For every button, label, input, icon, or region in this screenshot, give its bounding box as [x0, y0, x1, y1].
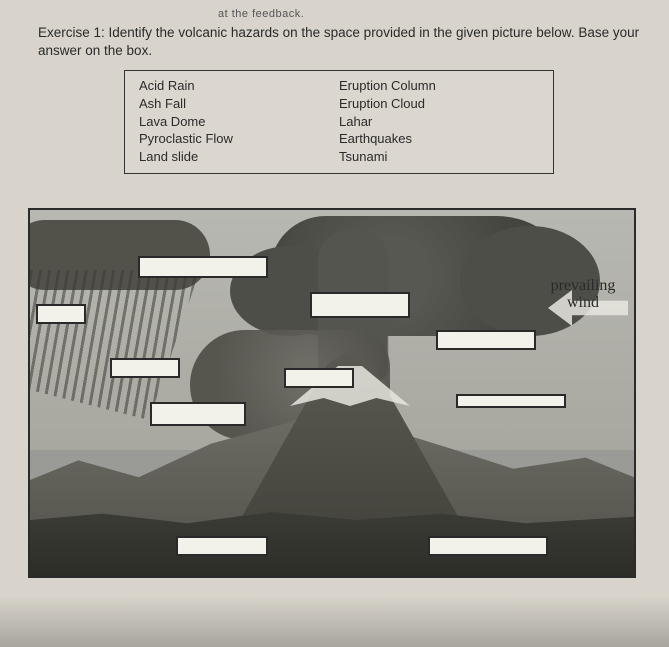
cutoff-text: at the feedback. [218, 8, 645, 20]
page-curl-shadow [0, 595, 669, 647]
option-item: Earthquakes [339, 130, 539, 148]
answer-blank[interactable] [284, 368, 354, 388]
wind-label: prevailing wind [540, 278, 626, 312]
answer-options-box: Acid Rain Ash Fall Lava Dome Pyroclastic… [124, 70, 554, 174]
options-col-2: Eruption Column Eruption Cloud Lahar Ear… [339, 77, 539, 165]
answer-blank[interactable] [138, 256, 268, 278]
worksheet-page: at the feedback. Exercise 1: Identify th… [0, 0, 669, 647]
answer-blank[interactable] [456, 394, 566, 408]
option-item: Ash Fall [139, 95, 339, 113]
answer-blank[interactable] [36, 304, 86, 324]
answer-blank[interactable] [176, 536, 268, 556]
answer-blank[interactable] [428, 536, 548, 556]
answer-blank[interactable] [150, 402, 246, 426]
option-item: Eruption Column [339, 77, 539, 95]
exercise-instruction: Exercise 1: Identify the volcanic hazard… [38, 24, 645, 60]
option-item: Acid Rain [139, 77, 339, 95]
option-item: Tsunami [339, 148, 539, 166]
option-item: Land slide [139, 148, 339, 166]
answer-blank[interactable] [310, 292, 410, 318]
option-item: Pyroclastic Flow [139, 130, 339, 148]
option-item: Lava Dome [139, 113, 339, 131]
volcano-diagram: prevailing wind [28, 208, 636, 578]
eruption-cloud-shape [270, 216, 570, 336]
answer-blank[interactable] [110, 358, 180, 378]
option-item: Eruption Cloud [339, 95, 539, 113]
answer-blank[interactable] [436, 330, 536, 350]
option-item: Lahar [339, 113, 539, 131]
options-col-1: Acid Rain Ash Fall Lava Dome Pyroclastic… [139, 77, 339, 165]
